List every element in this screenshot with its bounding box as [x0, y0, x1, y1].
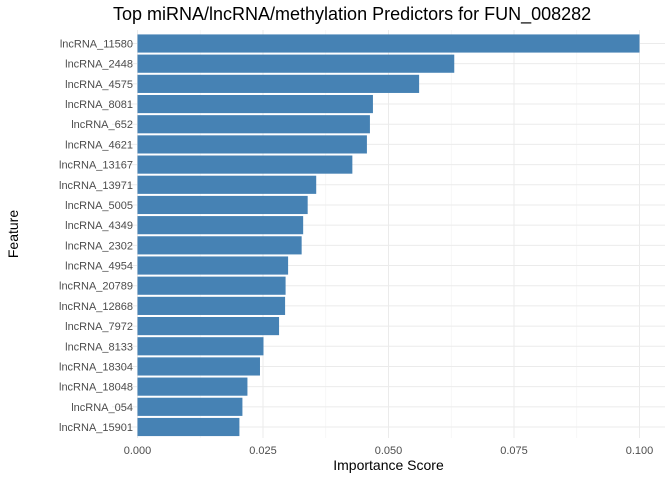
bar: [137, 357, 260, 376]
bar: [137, 276, 286, 295]
y-tick-label: lncRNA_18304: [59, 361, 133, 373]
y-tick-label: lncRNA_5005: [65, 200, 133, 212]
y-tick-label: lncRNA_13971: [59, 180, 133, 192]
x-tick-label: 0.075: [500, 445, 528, 457]
x-tick-label: 0.050: [375, 445, 403, 457]
y-tick-label: lncRNA_4349: [65, 220, 133, 232]
y-tick-label: lncRNA_652: [71, 119, 133, 131]
x-tick-label: 0.025: [249, 445, 277, 457]
y-tick-label: lncRNA_13167: [59, 160, 133, 172]
x-axis-title: Importance Score: [333, 457, 444, 473]
bar: [137, 175, 317, 194]
bar: [137, 417, 240, 437]
y-tick-label: lncRNA_20789: [59, 281, 133, 293]
x-tick-labels: 0.000 0.025 0.050 0.075 0.100: [124, 445, 654, 457]
bar: [137, 54, 455, 73]
y-tick-label: lncRNA_2448: [65, 59, 133, 71]
bar: [137, 135, 367, 154]
y-tick-label: lncRNA_8133: [65, 341, 133, 353]
y-tick-label: lncRNA_4575: [65, 79, 133, 91]
y-tick-label: lncRNA_7972: [65, 321, 133, 333]
y-tick-label: lncRNA_4621: [65, 139, 133, 151]
bar: [137, 195, 308, 215]
bar: [137, 155, 353, 174]
bar: [137, 296, 286, 315]
bar: [137, 316, 280, 336]
bar: [137, 34, 640, 53]
bar: [137, 337, 264, 356]
bar: [137, 256, 289, 275]
y-tick-label: lncRNA_054: [71, 402, 133, 414]
y-tick-label: lncRNA_18048: [59, 382, 133, 394]
bars: [137, 34, 640, 437]
y-tick-label: lncRNA_12868: [59, 301, 133, 313]
y-tick-label: lncRNA_2302: [65, 240, 133, 252]
bar: [137, 377, 248, 396]
y-tick-label: lncRNA_15901: [59, 422, 133, 434]
y-tick-label: lncRNA_4954: [65, 261, 133, 273]
x-tick-label: 0.000: [124, 445, 152, 457]
bar: [137, 115, 370, 134]
chart-title: Top miRNA/lncRNA/methylation Predictors …: [113, 4, 591, 25]
y-tick-label: lncRNA_8081: [65, 99, 133, 111]
bar: [137, 397, 243, 416]
bar: [137, 74, 420, 93]
bar: [137, 94, 373, 114]
bar: [137, 236, 302, 255]
x-tick-label: 0.100: [626, 445, 654, 457]
y-tick-label: lncRNA_11580: [60, 39, 133, 51]
y-axis-title: Feature: [5, 210, 21, 258]
y-tick-labels: lncRNA_11580 lncRNA_2448 lncRNA_4575 lncRNA…: [59, 39, 133, 435]
bar: [137, 216, 304, 235]
